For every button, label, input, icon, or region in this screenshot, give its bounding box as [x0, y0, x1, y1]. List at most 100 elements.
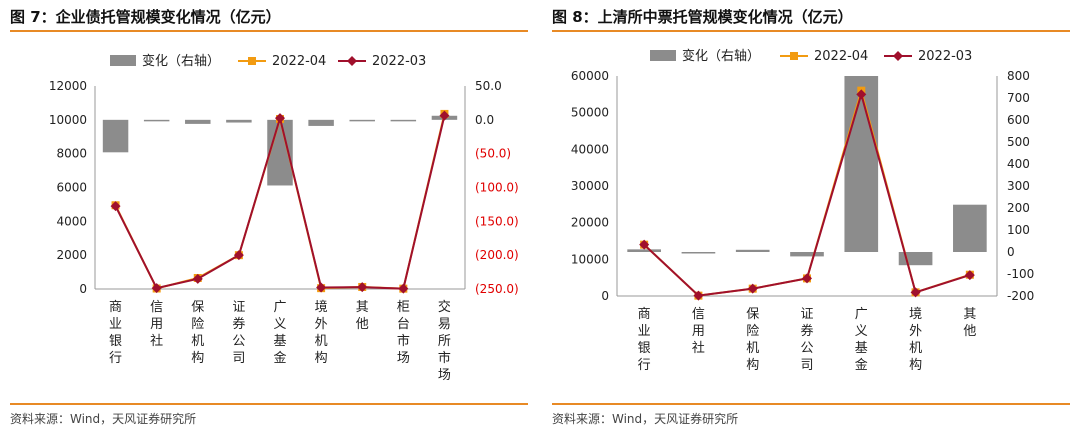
series-2022-03-point — [964, 270, 975, 281]
bar-change — [390, 119, 417, 122]
bar-change — [143, 119, 170, 122]
y-right-tick-label: 50.0 — [475, 79, 502, 93]
y-left-tick-label: 4000 — [56, 214, 87, 228]
series-2022-03-point — [398, 283, 409, 294]
chart-panel-right: 图 8：上清所中票托管规模变化情况（亿元） 0 10000 20000 30000 40… — [552, 0, 1072, 439]
series-2022-03-point — [110, 201, 121, 212]
x-tick-label: 境外机构 — [909, 307, 922, 373]
y-left-tick-label: 6000 — [56, 181, 87, 195]
chart-source: 资料来源：Wind，天风证券研究所 — [10, 412, 197, 426]
legend-marker-03 — [347, 56, 357, 66]
bar-change — [735, 249, 770, 252]
y-right-tick-label: 600 — [1007, 113, 1030, 127]
x-tick-label: 广义基金 — [855, 307, 868, 373]
y-left-tick-label: 40000 — [571, 142, 609, 156]
x-tick-label: 保险机构 — [746, 307, 759, 373]
y-right-tick-label: 500 — [1007, 135, 1030, 149]
y-left-tick-label: 60000 — [571, 69, 609, 83]
legend-label: 2022-03 — [372, 54, 426, 69]
series-2022-03-point — [233, 250, 244, 261]
legend-label: 变化（右轴） — [682, 48, 760, 64]
x-tick-label: 境外机构 — [315, 300, 328, 366]
x-tick-label: 信用社 — [692, 307, 705, 356]
x-tick-label: 广义基金 — [273, 300, 286, 366]
y-right-tick-label: 100 — [1007, 223, 1030, 237]
legend-swatch-bar — [110, 55, 136, 66]
series-2022-03-point — [802, 273, 812, 284]
series-2022-03-point — [439, 110, 450, 121]
x-tick-label: 其他 — [356, 300, 369, 332]
bar-change — [681, 252, 716, 254]
bar-change — [844, 76, 879, 252]
y-left-tick-label: 20000 — [571, 216, 609, 230]
legend-label: 2022-04 — [272, 54, 326, 69]
bar-change — [349, 119, 375, 122]
legend-marker-04 — [248, 57, 256, 65]
bar-change — [898, 252, 933, 266]
series-2022-03-point — [192, 273, 203, 284]
x-tick-label: 证券公司 — [800, 307, 813, 373]
chart-title: 图 7：企业债托管规模变化情况（亿元） — [10, 8, 281, 26]
legend-label: 2022-04 — [814, 49, 868, 64]
x-tick-label: 商业银行 — [638, 307, 651, 373]
y-right-tick-label: 700 — [1007, 91, 1030, 105]
y-right-tick-label: 300 — [1007, 179, 1030, 193]
y-right-tick-label: 0 — [1007, 245, 1015, 259]
y-right-tick-label: 200 — [1007, 201, 1030, 215]
series-2022-03-point — [693, 290, 704, 301]
y-left-tick-label: 8000 — [56, 147, 87, 161]
y-left-tick-label: 10000 — [571, 252, 609, 266]
y-left-tick-label: 10000 — [49, 113, 87, 127]
y-left-tick-label: 12000 — [49, 79, 87, 93]
x-tick-label: 柜台市场 — [397, 300, 410, 366]
series-2022-03-line — [643, 90, 971, 297]
y-right-tick-label: (50.0) — [475, 147, 511, 161]
y-left-tick-label: 0 — [79, 282, 87, 296]
legend-label: 2022-03 — [918, 49, 972, 64]
legend-marker-04 — [790, 52, 798, 60]
bar-change — [790, 252, 824, 257]
bar-change — [102, 119, 129, 153]
y-left-tick-label: 50000 — [571, 106, 609, 120]
x-tick-label: 商业银行 — [109, 300, 122, 366]
y-right-tick-label: -100 — [1007, 267, 1034, 281]
series-2022-03-point — [747, 283, 758, 294]
series-2022-03-point — [151, 283, 162, 294]
x-tick-label: 保险机构 — [191, 300, 204, 366]
y-right-tick-label: 0.0 — [475, 113, 494, 127]
x-tick-label: 交易所市场 — [438, 299, 451, 383]
series-2022-03-point — [357, 282, 368, 293]
title-rule — [552, 30, 1070, 32]
y-right-tick-label: 800 — [1007, 69, 1030, 83]
legend-label: 变化（右轴） — [142, 53, 220, 69]
chart-title: 图 8：上清所中票托管规模变化情况（亿元） — [552, 8, 853, 26]
chart-panel-left: 图 7：企业债托管规模变化情况（亿元） 0 2000 4000 6000 8000 100… — [10, 0, 530, 439]
chart-canvas: 0 2000 4000 6000 8000 10000 12000 (250.0) (200.0… — [49, 53, 519, 383]
series-2022-03-point — [275, 113, 285, 124]
x-tick-label: 证券公司 — [232, 300, 245, 366]
chart-source: 资料来源：Wind，天风证券研究所 — [552, 412, 739, 426]
series-2022-03-point — [856, 89, 867, 100]
y-right-tick-label: 400 — [1007, 157, 1030, 171]
source-rule — [10, 403, 528, 405]
source-rule — [552, 403, 1070, 405]
y-right-tick-label: (250.0) — [475, 282, 519, 296]
x-tick-label: 其他 — [963, 307, 976, 339]
chart-canvas: 0 10000 20000 30000 40000 50000 60000 -200 -100 0… — [571, 48, 1034, 373]
x-tick-label: 信用社 — [150, 300, 163, 349]
y-left-tick-label: 2000 — [56, 248, 87, 262]
bar-change — [226, 119, 252, 123]
series-2022-03-point — [639, 239, 650, 250]
bar-change — [953, 204, 987, 252]
bar-change — [308, 119, 334, 126]
y-right-tick-label: -200 — [1007, 289, 1034, 303]
y-right-tick-label: (200.0) — [475, 248, 519, 262]
y-left-tick-label: 0 — [601, 289, 609, 303]
legend-swatch-bar — [650, 50, 676, 61]
y-right-tick-label: (100.0) — [475, 181, 519, 195]
bar-change — [627, 249, 661, 252]
y-left-tick-label: 30000 — [571, 179, 609, 193]
series-2022-03-point — [910, 287, 921, 298]
series-2022-03-point — [316, 282, 327, 293]
legend-marker-03 — [893, 51, 903, 61]
